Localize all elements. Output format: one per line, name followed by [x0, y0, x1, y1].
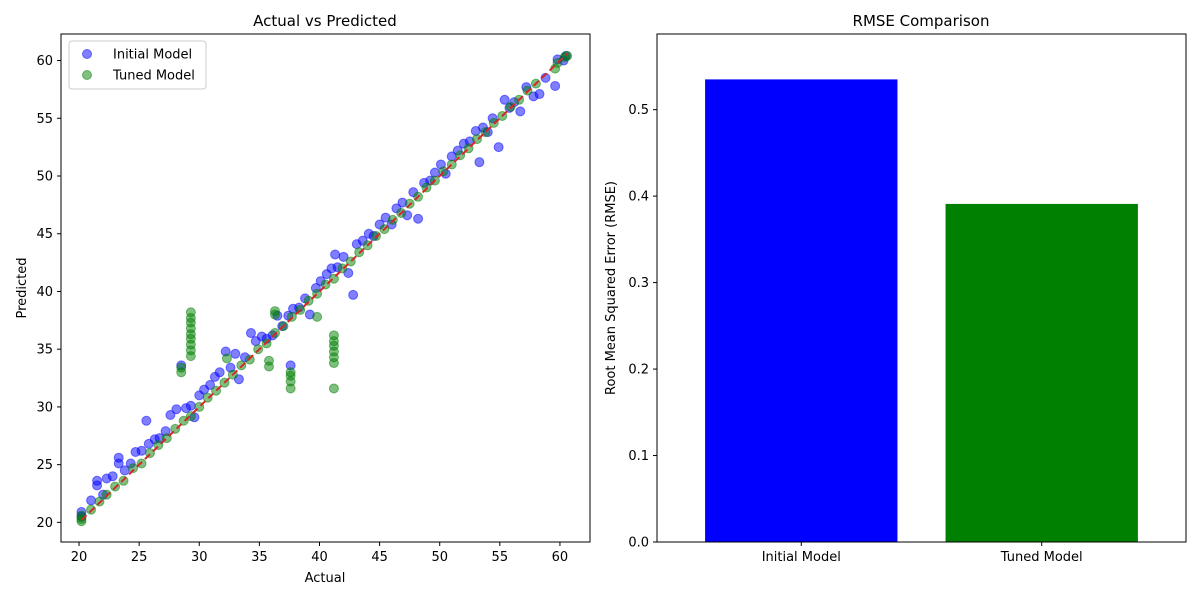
data-point — [165, 410, 176, 420]
data-point — [205, 379, 216, 390]
data-point — [312, 311, 323, 322]
data-point — [245, 328, 256, 339]
x-tick-label: Tuned Model — [1000, 550, 1083, 565]
y-tick-label: 35 — [36, 343, 53, 358]
data-point — [176, 362, 187, 373]
data-point — [413, 213, 424, 224]
data-point — [328, 330, 339, 341]
x-tick-label: 40 — [311, 550, 328, 565]
scatter-chart: Actual vs Predicted 20 25 30 35 40 45 50 55 6020… — [15, 12, 591, 586]
legend-box — [68, 40, 207, 90]
data-point — [534, 89, 545, 100]
y-tick-label: 45 — [36, 227, 53, 242]
scatter-y-axis-label: Predicted — [15, 257, 30, 318]
bar-y-axis-label: Root Mean Squared Error (RMSE) — [604, 181, 619, 395]
reference-line — [80, 52, 568, 521]
data-point — [338, 251, 349, 262]
scatter-ticks: 20 25 30 35 40 45 50 55 60 20 25 30 35 40 45 50 55 60 — [36, 54, 568, 565]
data-point — [230, 348, 241, 359]
data-point — [214, 367, 225, 378]
scatter-legend: Initial Model Tuned Model — [68, 40, 207, 90]
bar-axes-frame — [656, 33, 1187, 543]
data-point — [171, 404, 182, 415]
x-tick-label: Initial Model — [762, 550, 841, 565]
y-tick-label: 40 — [36, 285, 53, 300]
legend-label-initial: Initial Model — [113, 48, 192, 63]
bar-series — [705, 79, 1138, 542]
data-point — [107, 471, 118, 482]
data-point — [285, 367, 296, 378]
data-point — [263, 355, 274, 366]
x-tick-label: 55 — [492, 550, 509, 565]
x-tick-label: 25 — [131, 550, 148, 565]
y-tick-label: 25 — [36, 458, 53, 473]
bar-tuned-model — [945, 203, 1138, 542]
y-tick-label: 0.0 — [628, 536, 649, 551]
data-point — [474, 157, 485, 168]
legend-label-tuned: Tuned Model — [112, 69, 195, 84]
y-tick-label: 0.4 — [628, 190, 649, 205]
y-tick-label: 0.1 — [628, 449, 649, 464]
data-point — [493, 142, 504, 153]
data-point — [113, 452, 124, 463]
data-point — [270, 306, 281, 317]
y-tick-label: 0.3 — [628, 276, 649, 291]
bar-chart-title: RMSE Comparison — [853, 12, 990, 30]
data-point — [515, 106, 526, 117]
legend-marker-tuned — [82, 70, 92, 80]
y-tick-label: 20 — [36, 516, 53, 531]
y-tick-label: 50 — [36, 170, 53, 185]
data-point — [348, 289, 359, 300]
data-point — [330, 249, 341, 260]
bar-initial-model — [705, 79, 898, 542]
bar-ticks: 0.0 0.1 0.2 0.3 0.4 0.5 Initial Model Tuned Mod… — [628, 103, 1082, 565]
y-tick-label: 60 — [36, 54, 53, 69]
x-tick-label: 60 — [552, 550, 569, 565]
data-point — [92, 475, 103, 486]
data-point — [185, 400, 196, 411]
y-tick-label: 0.5 — [628, 103, 649, 118]
y-tick-label: 0.2 — [628, 363, 649, 378]
y-tick-label: 30 — [36, 400, 53, 415]
x-tick-label: 20 — [71, 550, 88, 565]
x-tick-label: 50 — [431, 550, 448, 565]
scatter-axes-frame — [60, 33, 591, 543]
data-point — [550, 80, 561, 91]
x-tick-label: 45 — [371, 550, 388, 565]
bar-chart: RMSE Comparison 0.0 0.1 0.2 0.3 0.4 0.5 Initia… — [604, 12, 1187, 565]
scatter-points — [76, 50, 573, 527]
x-tick-label: 30 — [191, 550, 208, 565]
data-point — [76, 510, 87, 521]
data-point — [499, 94, 510, 105]
data-point — [185, 307, 196, 318]
data-point — [221, 353, 232, 364]
data-point — [86, 495, 97, 506]
data-point — [328, 383, 339, 394]
legend-marker-initial — [82, 49, 92, 59]
data-point — [128, 463, 139, 474]
data-point — [136, 445, 147, 456]
y-tick-label: 55 — [36, 112, 53, 127]
data-point — [141, 415, 152, 426]
scatter-chart-title: Actual vs Predicted — [253, 12, 397, 30]
scatter-x-axis-label: Actual — [305, 571, 346, 586]
data-point — [562, 50, 573, 61]
x-tick-label: 35 — [251, 550, 268, 565]
